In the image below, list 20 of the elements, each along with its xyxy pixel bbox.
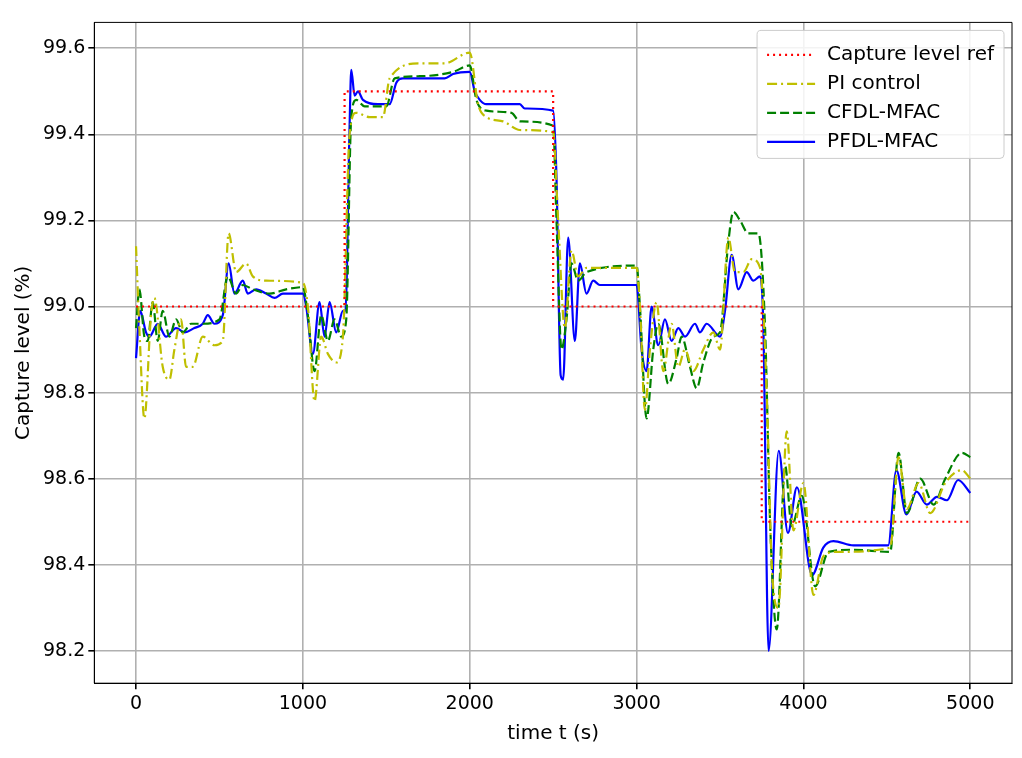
y-tick-label: 98.4	[42, 551, 86, 574]
legend-label: Capture level ref	[827, 41, 995, 66]
x-tick-label: 0	[129, 690, 143, 713]
y-tick-label: 99.6	[42, 35, 86, 58]
x-tick-label: 3000	[612, 690, 661, 713]
y-tick-label: 98.2	[42, 637, 86, 660]
y-tick-label: 99.0	[42, 293, 86, 316]
x-tick-label: 2000	[445, 690, 494, 713]
x-tick-label: 4000	[779, 690, 828, 713]
y-tick-label: 98.8	[42, 379, 86, 402]
x-tick-label: 1000	[278, 690, 328, 713]
x-axis-title: time t (s)	[507, 720, 600, 745]
y-axis-title: Capture level (%)	[10, 265, 35, 440]
legend-label: PFDL-MFAC	[827, 128, 939, 153]
y-tick-label: 99.2	[42, 207, 86, 230]
y-tick-label: 99.4	[42, 121, 86, 144]
legend-label: PI control	[827, 70, 921, 95]
y-tick-label: 98.6	[42, 465, 86, 488]
legend-label: CFDL-MFAC	[827, 99, 941, 124]
x-tick-label: 5000	[946, 690, 995, 713]
